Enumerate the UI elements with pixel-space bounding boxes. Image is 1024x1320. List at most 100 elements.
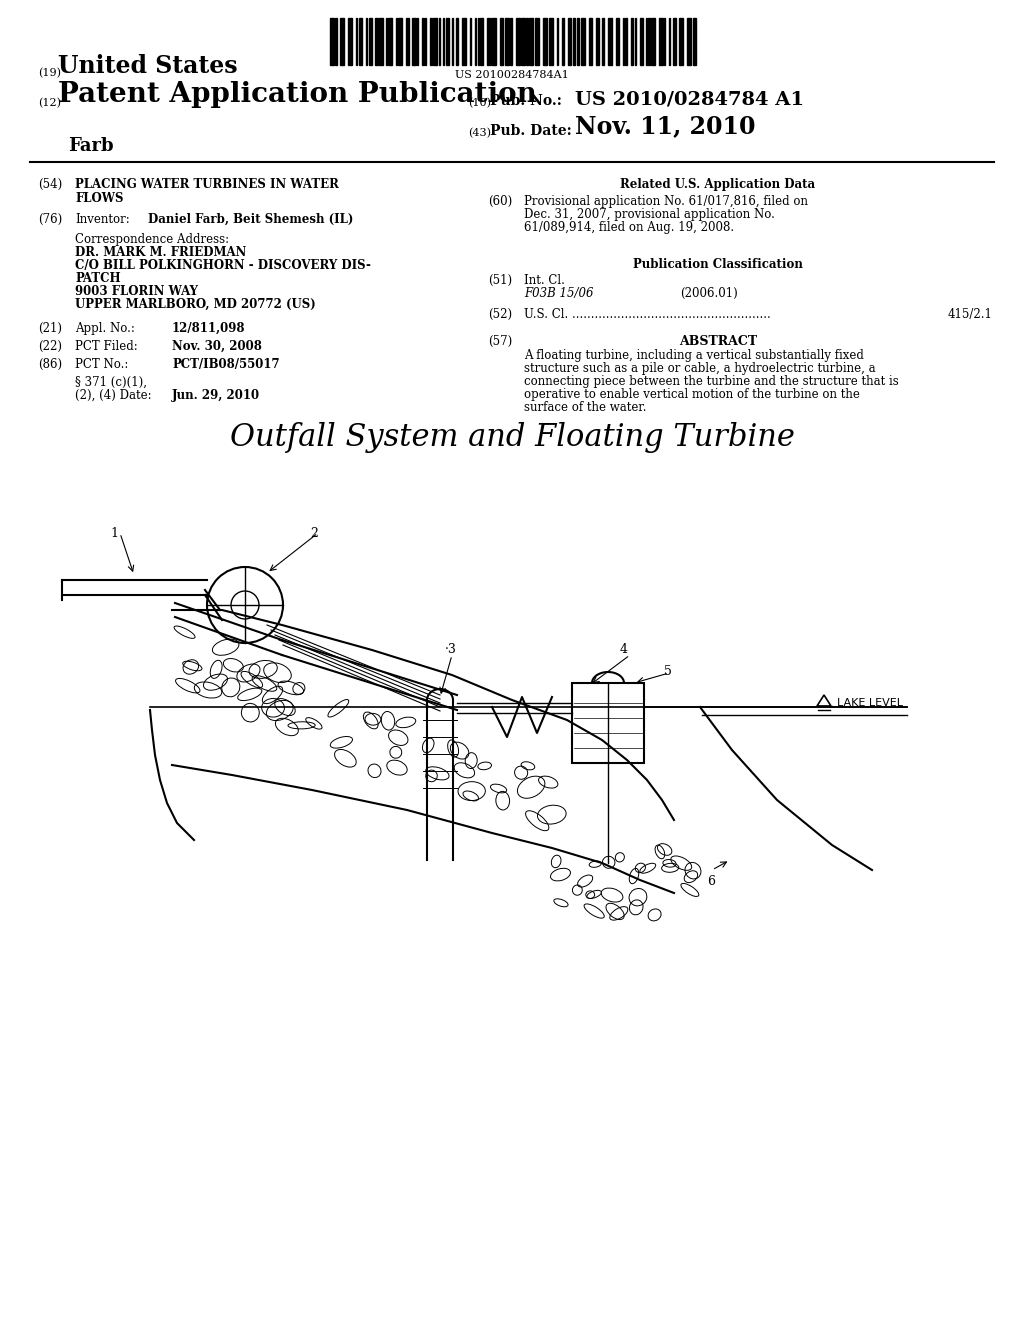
Text: Publication Classification: Publication Classification xyxy=(633,257,803,271)
Bar xyxy=(648,18,650,65)
Text: US 20100284784A1: US 20100284784A1 xyxy=(455,70,569,81)
Text: 4: 4 xyxy=(620,643,628,656)
Text: (76): (76) xyxy=(38,213,62,226)
Text: (60): (60) xyxy=(488,195,512,209)
Text: DR. MARK M. FRIEDMAN: DR. MARK M. FRIEDMAN xyxy=(75,246,247,259)
Text: structure such as a pile or cable, a hydroelectric turbine, a: structure such as a pile or cable, a hyd… xyxy=(524,362,876,375)
Bar xyxy=(462,18,466,65)
Text: (43): (43) xyxy=(468,128,490,139)
Text: UPPER MARLBORO, MD 20772 (US): UPPER MARLBORO, MD 20772 (US) xyxy=(75,298,315,312)
Bar xyxy=(596,18,599,65)
Text: 12/811,098: 12/811,098 xyxy=(172,322,246,335)
Bar xyxy=(521,18,525,65)
Text: (22): (22) xyxy=(38,341,62,352)
Bar xyxy=(659,18,663,65)
Text: Correspondence Address:: Correspondence Address: xyxy=(75,234,229,246)
Bar xyxy=(406,18,409,65)
Bar xyxy=(568,18,571,65)
Text: United States: United States xyxy=(58,54,238,78)
Text: PATCH: PATCH xyxy=(75,272,121,285)
Bar xyxy=(430,18,432,65)
Text: Related U.S. Application Data: Related U.S. Application Data xyxy=(621,178,815,191)
Text: 2: 2 xyxy=(310,527,317,540)
Bar xyxy=(340,18,344,65)
Bar xyxy=(608,18,612,65)
Text: C/O BILL POLKINGHORN - DISCOVERY DIS-: C/O BILL POLKINGHORN - DISCOVERY DIS- xyxy=(75,259,371,272)
Bar xyxy=(359,18,362,65)
Text: Nov. 30, 2008: Nov. 30, 2008 xyxy=(172,341,262,352)
Text: (19): (19) xyxy=(38,67,61,78)
Bar xyxy=(480,18,483,65)
Bar xyxy=(516,18,520,65)
Bar xyxy=(369,18,372,65)
Text: (10): (10) xyxy=(468,98,490,108)
Bar xyxy=(348,18,352,65)
Text: Inventor:: Inventor: xyxy=(75,213,130,226)
Text: (51): (51) xyxy=(488,275,512,286)
Text: (57): (57) xyxy=(488,335,512,348)
Text: PCT Filed:: PCT Filed: xyxy=(75,341,138,352)
Text: Outfall System and Floating Turbine: Outfall System and Floating Turbine xyxy=(229,422,795,453)
Bar xyxy=(379,18,383,65)
Text: (52): (52) xyxy=(488,308,512,321)
Bar xyxy=(687,18,691,65)
Text: Nov. 11, 2010: Nov. 11, 2010 xyxy=(575,114,756,139)
Text: 5: 5 xyxy=(664,665,672,678)
Text: US 2010/0284784 A1: US 2010/0284784 A1 xyxy=(575,90,804,108)
Bar xyxy=(640,18,643,65)
Bar xyxy=(572,682,644,763)
Text: 9003 FLORIN WAY: 9003 FLORIN WAY xyxy=(75,285,198,298)
Text: Dec. 31, 2007, provisional application No.: Dec. 31, 2007, provisional application N… xyxy=(524,209,775,220)
Text: § 371 (c)(1),: § 371 (c)(1), xyxy=(75,376,147,389)
Bar xyxy=(492,18,496,65)
Text: operative to enable vertical motion of the turbine on the: operative to enable vertical motion of t… xyxy=(524,388,860,401)
Bar xyxy=(388,18,392,65)
Bar xyxy=(529,18,534,65)
Bar xyxy=(422,18,424,65)
Text: 1: 1 xyxy=(110,527,118,540)
Bar xyxy=(510,18,512,65)
Bar xyxy=(549,18,553,65)
Bar xyxy=(543,18,547,65)
Text: Provisional application No. 61/017,816, filed on: Provisional application No. 61/017,816, … xyxy=(524,195,808,209)
Text: Pub. No.:: Pub. No.: xyxy=(490,94,562,108)
Text: Daniel Farb, Beit Shemesh (IL): Daniel Farb, Beit Shemesh (IL) xyxy=(148,213,353,226)
Bar xyxy=(625,18,627,65)
Bar xyxy=(562,18,564,65)
Text: 415/2.1: 415/2.1 xyxy=(947,308,992,321)
Bar xyxy=(651,18,655,65)
Text: Jun. 29, 2010: Jun. 29, 2010 xyxy=(172,389,260,403)
Text: PCT/IB08/55017: PCT/IB08/55017 xyxy=(172,358,280,371)
Bar xyxy=(577,18,579,65)
Bar xyxy=(693,18,696,65)
Text: ABSTRACT: ABSTRACT xyxy=(679,335,757,348)
Text: Farb: Farb xyxy=(68,137,114,154)
Text: FLOWS: FLOWS xyxy=(75,191,124,205)
Text: 61/089,914, filed on Aug. 19, 2008.: 61/089,914, filed on Aug. 19, 2008. xyxy=(524,220,734,234)
Text: U.S. Cl. .....................................................: U.S. Cl. ...............................… xyxy=(524,308,771,321)
Text: 6: 6 xyxy=(707,875,715,888)
Text: LAKE LEVEL: LAKE LEVEL xyxy=(837,698,903,708)
Bar xyxy=(487,18,489,65)
Text: (2006.01): (2006.01) xyxy=(680,286,737,300)
Bar xyxy=(446,18,449,65)
Bar xyxy=(500,18,503,65)
Text: PLACING WATER TURBINES IN WATER: PLACING WATER TURBINES IN WATER xyxy=(75,178,339,191)
Bar xyxy=(335,18,337,65)
Text: A floating turbine, including a vertical substantially fixed: A floating turbine, including a vertical… xyxy=(524,348,864,362)
Bar xyxy=(573,18,575,65)
Text: (21): (21) xyxy=(38,322,62,335)
Text: Int. Cl.: Int. Cl. xyxy=(524,275,565,286)
Bar xyxy=(526,18,528,65)
Text: connecting piece between the turbine and the structure that is: connecting piece between the turbine and… xyxy=(524,375,899,388)
Bar xyxy=(589,18,592,65)
Bar xyxy=(398,18,402,65)
Text: ·3: ·3 xyxy=(445,643,457,656)
Bar xyxy=(631,18,633,65)
Bar xyxy=(330,18,334,65)
Bar xyxy=(456,18,458,65)
Bar xyxy=(412,18,416,65)
Text: PCT No.:: PCT No.: xyxy=(75,358,128,371)
Bar xyxy=(602,18,604,65)
Text: surface of the water.: surface of the water. xyxy=(524,401,646,414)
